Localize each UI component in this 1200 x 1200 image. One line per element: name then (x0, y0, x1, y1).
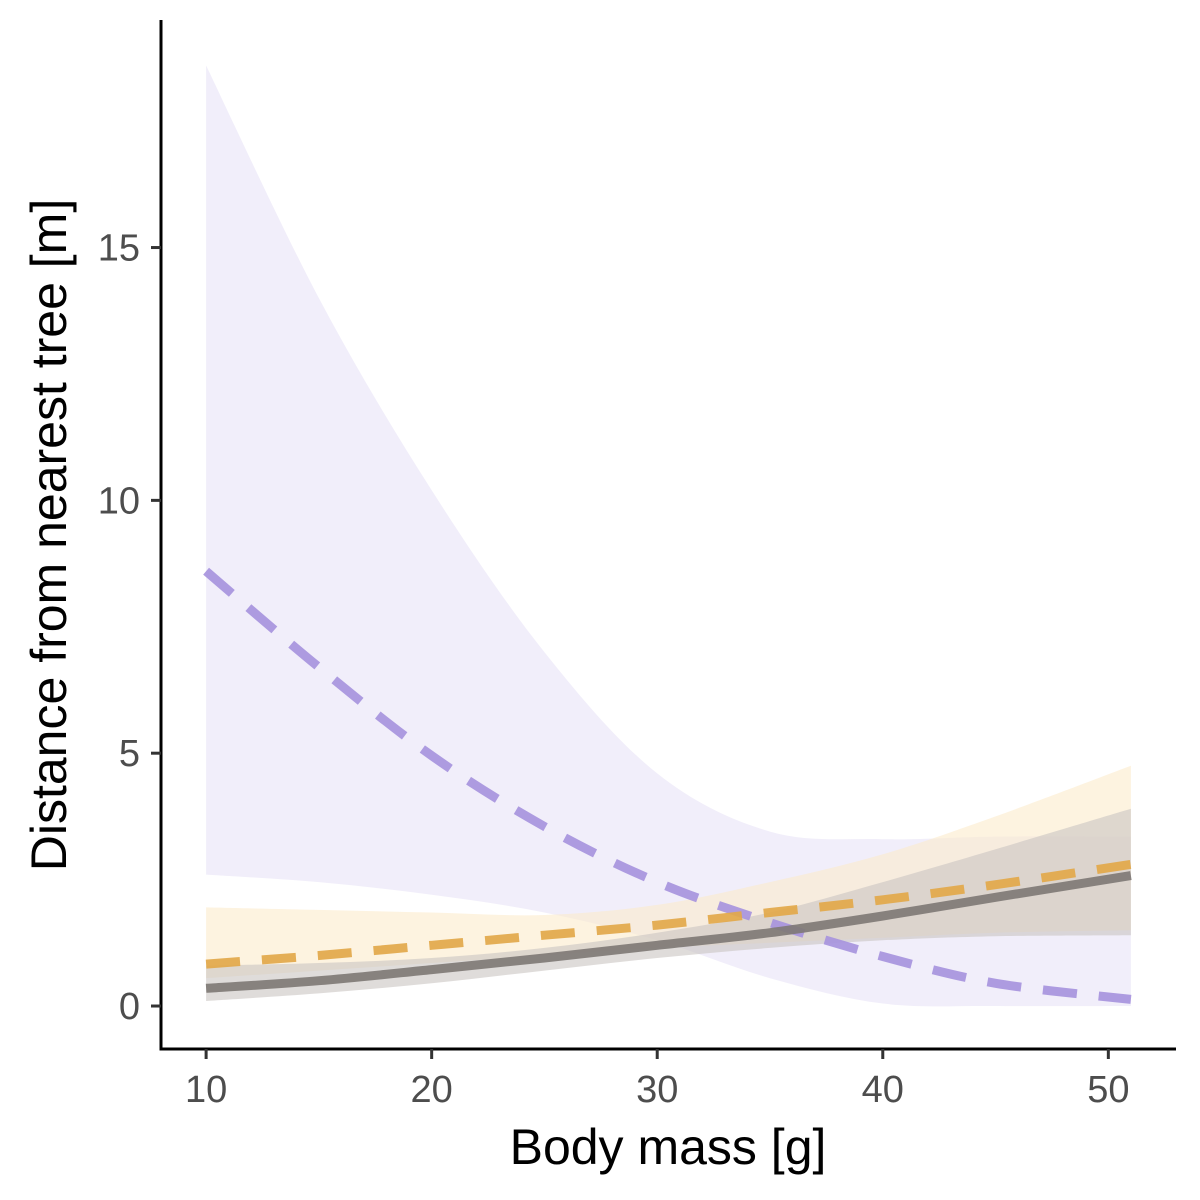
fit-line-3 (205, 871, 1132, 993)
x-axis-title: Body mass [g] (510, 1119, 827, 1175)
y-tick-label: 5 (119, 733, 140, 775)
x-tick-label: 40 (862, 1069, 904, 1111)
y-tick-label: 15 (98, 228, 140, 270)
confidence-bands (206, 65, 1131, 1007)
x-tick-label: 10 (185, 1069, 227, 1111)
x-tick-label: 20 (411, 1069, 453, 1111)
fit-line-1 (203, 567, 1132, 1004)
fitted-lines (203, 567, 1132, 1004)
y-axis-ticks: 0 5 10 15 (98, 228, 161, 1028)
y-tick-label: 10 (98, 480, 140, 522)
x-tick-label: 30 (636, 1069, 678, 1111)
y-axis-title: Distance from nearest tree [m] (21, 199, 77, 871)
fit-line-2 (205, 859, 1132, 969)
x-axis-ticks: 10 20 30 40 50 (185, 1049, 1129, 1111)
x-tick-label: 50 (1087, 1069, 1129, 1111)
confidence-band-1 (206, 65, 1131, 1007)
y-tick-label: 0 (119, 986, 140, 1028)
